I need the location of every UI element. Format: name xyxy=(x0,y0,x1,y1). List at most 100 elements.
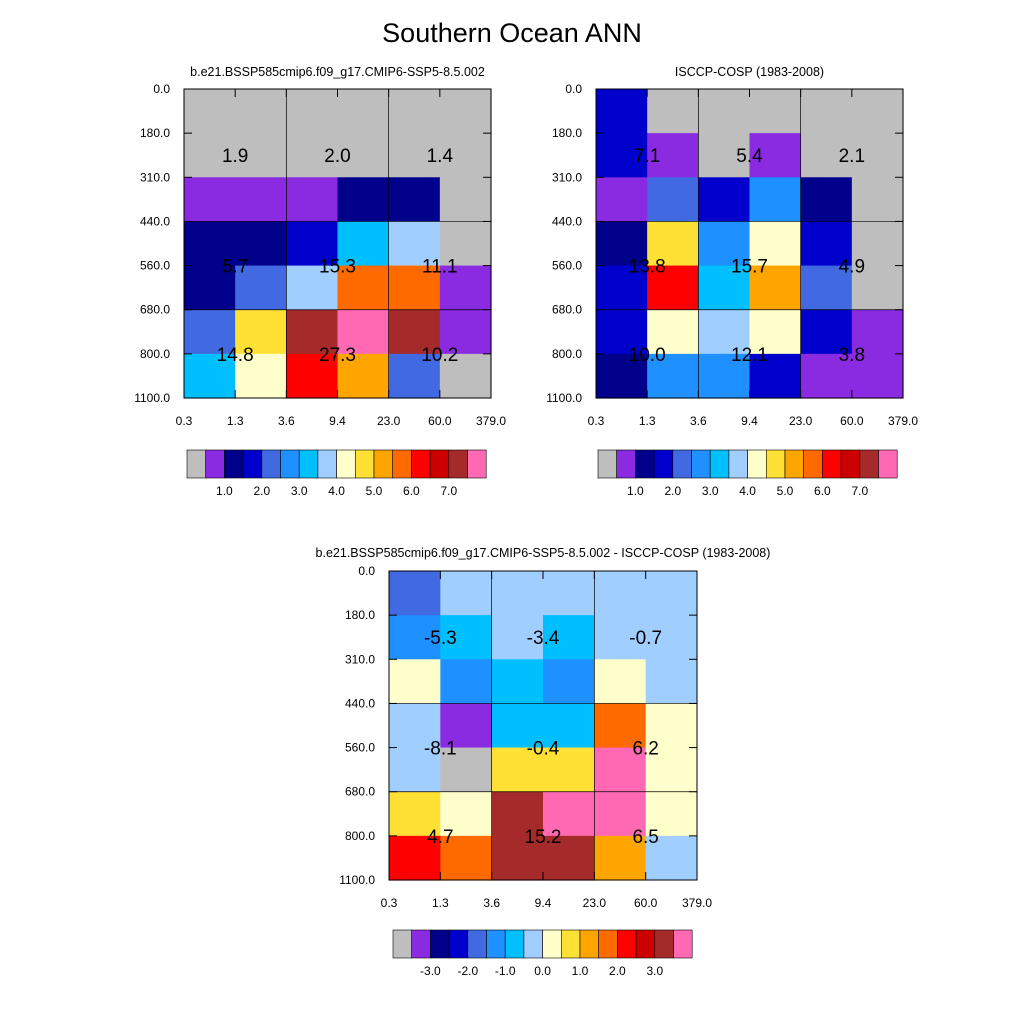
colorbar-swatch xyxy=(579,929,600,959)
heatmap-cell xyxy=(851,133,904,178)
data-label: 10.2 xyxy=(421,345,458,366)
colorbar-swatch xyxy=(467,929,487,959)
data-label: 12.1 xyxy=(731,345,768,366)
heatmap-cell xyxy=(286,265,339,311)
data-label: -5.3 xyxy=(424,628,457,649)
colorbar-swatch xyxy=(709,449,730,479)
colorbar-swatch xyxy=(336,449,356,479)
x-tick-label: 1.3 xyxy=(432,896,449,910)
colorbar-swatch xyxy=(467,449,487,479)
heatmap-cell xyxy=(800,133,853,178)
heatmap-cell xyxy=(851,353,904,399)
colorbar-swatch xyxy=(298,449,319,479)
colorbar-tick-label: 4.0 xyxy=(739,484,756,498)
data-label: 2.0 xyxy=(324,146,350,167)
heatmap-cell xyxy=(286,177,339,223)
colorbar-swatch xyxy=(784,449,805,479)
y-tick-label: 180.0 xyxy=(552,126,582,140)
heatmap-cell xyxy=(543,659,595,705)
y-tick-label: 560.0 xyxy=(140,259,170,273)
data-label: 4.7 xyxy=(427,827,453,848)
colorbar-tick-label: 4.0 xyxy=(328,484,345,498)
colorbar-swatch xyxy=(186,449,207,479)
heatmap-cell xyxy=(235,177,287,223)
colorbar-tick-label: 5.0 xyxy=(777,484,794,498)
colorbar-swatch xyxy=(598,929,618,959)
colorbar-tick-label: 1.0 xyxy=(627,484,644,498)
heatmap-cell xyxy=(851,221,904,267)
heatmap-cell xyxy=(388,177,441,223)
heatmap-cell xyxy=(594,835,647,881)
heatmap-cell xyxy=(235,309,287,355)
heatmap-cell xyxy=(388,89,441,134)
heatmap-cell xyxy=(645,747,698,793)
heatmap-cell xyxy=(439,89,492,134)
x-tick-label: 0.3 xyxy=(176,414,193,428)
heatmap-cell xyxy=(851,265,904,311)
heatmap-cell xyxy=(800,177,853,223)
colorbar-swatch xyxy=(224,449,244,479)
colorbar-swatch xyxy=(878,449,898,479)
heatmap-cell xyxy=(800,265,853,311)
y-tick-label: 680.0 xyxy=(552,303,582,317)
colorbar-swatch xyxy=(448,929,469,959)
heatmap-cell xyxy=(645,571,698,616)
data-label: -0.7 xyxy=(629,628,662,649)
x-tick-label: 0.3 xyxy=(588,414,605,428)
heatmap-cell xyxy=(439,177,492,223)
heatmap-cell xyxy=(337,221,390,267)
colorbar-swatch xyxy=(728,449,748,479)
colorbar-swatch xyxy=(560,929,581,959)
colorbar-swatch xyxy=(448,449,468,479)
heatmap-cell xyxy=(749,221,802,267)
data-label: 1.9 xyxy=(222,146,248,167)
heatmap-cell xyxy=(851,309,904,355)
heatmap-cell xyxy=(543,615,595,660)
colorbar-tick-label: 3.0 xyxy=(702,484,719,498)
heatmap-cell xyxy=(596,265,648,311)
heatmap-cell xyxy=(698,309,751,355)
colorbar-swatch xyxy=(411,449,431,479)
colorbar-swatch xyxy=(523,929,543,959)
heatmap-cell xyxy=(698,265,751,311)
y-tick-label: 1100.0 xyxy=(546,391,582,405)
colorbar-swatch xyxy=(597,449,618,479)
data-label: 5.4 xyxy=(736,146,763,167)
heatmap-cell xyxy=(491,659,544,705)
y-tick-label: 180.0 xyxy=(140,126,170,140)
x-tick-label: 23.0 xyxy=(377,414,401,428)
colorbar-swatch xyxy=(635,929,656,959)
data-label: 3.8 xyxy=(839,345,865,366)
data-label: -3.4 xyxy=(527,628,560,649)
heatmap-cell xyxy=(389,703,441,749)
colorbar-swatch xyxy=(542,929,562,959)
colorbar-swatch xyxy=(392,449,412,479)
heatmap-cell xyxy=(800,221,853,267)
heatmap-cell xyxy=(594,615,647,660)
heatmap-cell xyxy=(184,265,236,311)
heatmap-cell xyxy=(235,221,287,267)
colorbar-tick-label: 5.0 xyxy=(366,484,383,498)
heatmap-cell xyxy=(286,89,339,134)
heatmap-cell xyxy=(235,133,287,178)
heatmap-cell xyxy=(596,89,648,134)
heatmap-cell xyxy=(389,747,441,793)
heatmap-cell xyxy=(645,703,698,749)
colorbar-tick-label: -2.0 xyxy=(457,964,478,978)
heatmap-cell xyxy=(647,89,699,134)
heatmap-cell xyxy=(749,353,802,399)
colorbar-tick-label: 0.0 xyxy=(534,964,551,978)
heatmap-cell xyxy=(645,835,698,881)
heatmap-cell xyxy=(596,309,648,355)
heatmap-cell xyxy=(389,835,441,881)
heatmap-cell xyxy=(596,221,648,267)
heatmap-cell xyxy=(184,353,236,399)
colorbar-swatch xyxy=(411,929,431,959)
x-tick-label: 60.0 xyxy=(840,414,864,428)
colorbar-swatch xyxy=(822,449,842,479)
colorbar-tick-label: -1.0 xyxy=(495,964,516,978)
colorbar-swatch xyxy=(430,929,450,959)
heatmap-cell xyxy=(440,659,493,705)
colorbar-swatch xyxy=(803,449,823,479)
heatmap-cell xyxy=(543,703,595,749)
